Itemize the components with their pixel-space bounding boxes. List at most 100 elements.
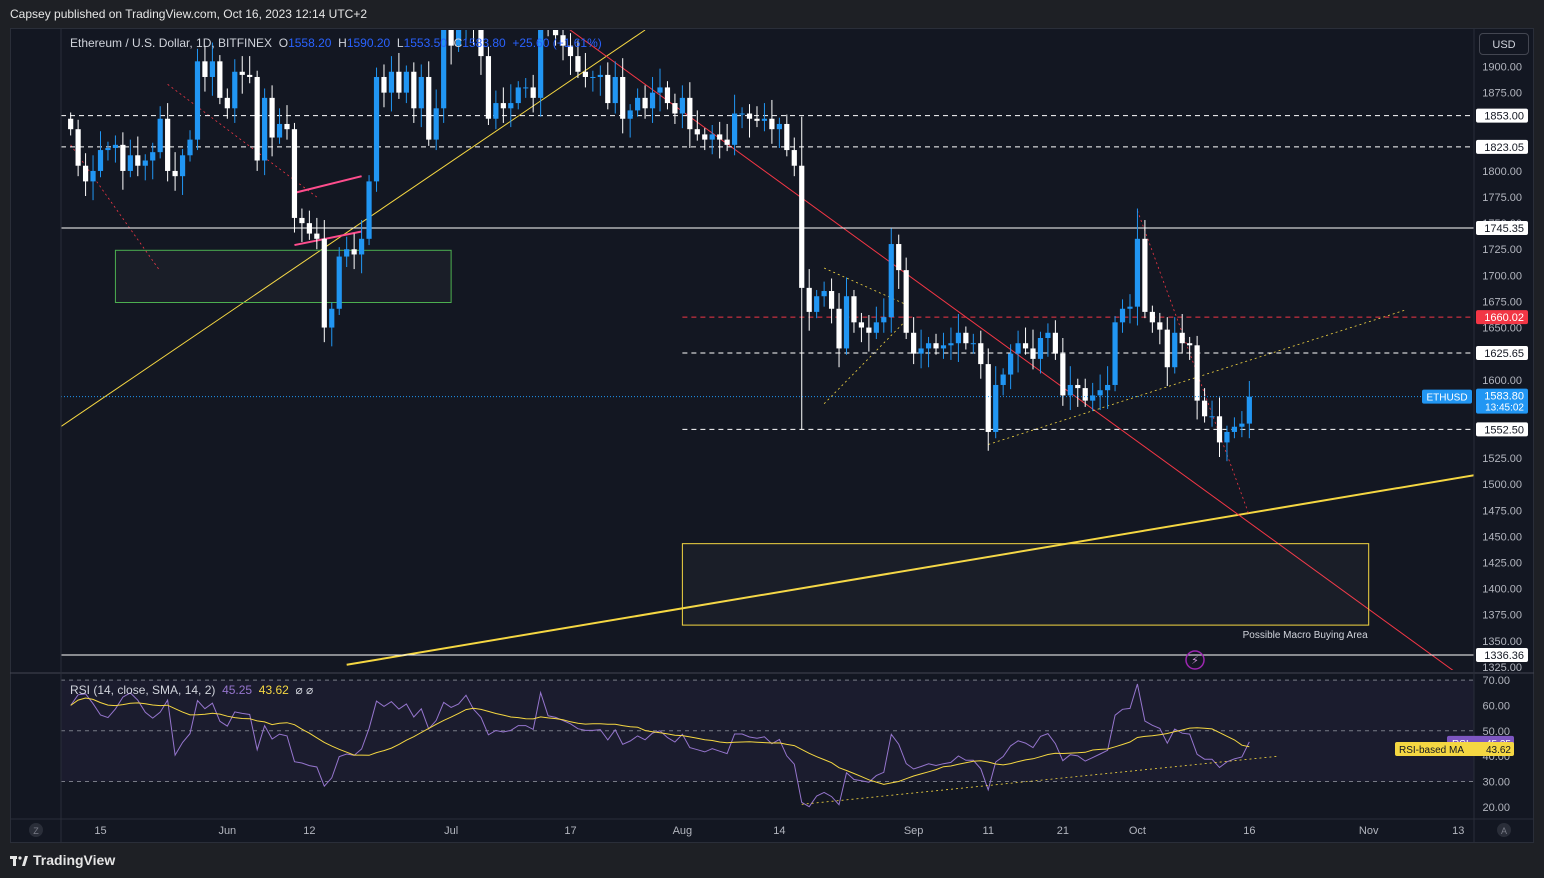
flash-event-glyph: ⚡ — [1191, 654, 1199, 667]
candle-body — [1060, 353, 1066, 396]
candle — [903, 257, 909, 340]
candle-body — [381, 76, 387, 93]
candle — [157, 106, 163, 159]
macro-buying-label: Possible Macro Buying Area — [1243, 630, 1369, 641]
candle-body — [546, 0, 551, 30]
candle — [963, 326, 969, 350]
candle-body — [1030, 348, 1036, 359]
candle — [843, 277, 850, 355]
candle-body — [1179, 332, 1185, 344]
candle — [1134, 208, 1141, 326]
candle-body — [1134, 238, 1141, 307]
candle-body — [679, 97, 685, 114]
candle — [649, 76, 656, 123]
candle — [135, 136, 141, 177]
symbol-title: Ethereum / U.S. Dollar, 1D, BITFINEX — [70, 36, 273, 50]
candle — [1090, 382, 1096, 412]
candle-body — [433, 108, 439, 140]
candle-body — [269, 97, 275, 138]
candle — [336, 247, 342, 316]
candle — [799, 116, 805, 430]
visibility-icon[interactable]: ⌀ ⌀ — [295, 683, 314, 697]
candle — [1239, 411, 1245, 438]
candle-body — [165, 118, 171, 171]
candle-body — [194, 61, 201, 140]
candle — [567, 33, 574, 75]
candle — [478, 30, 484, 75]
ohlc-high: 1590.20 — [346, 36, 391, 50]
candle — [873, 306, 879, 340]
candle-body — [657, 87, 663, 93]
candle-body — [724, 139, 730, 145]
candle — [1149, 305, 1155, 333]
ohlc-high-label: H — [338, 36, 347, 50]
candle-body — [396, 71, 402, 93]
candle — [1187, 336, 1193, 360]
candle — [724, 123, 730, 152]
candle-body — [105, 147, 111, 151]
candle-body — [560, 35, 566, 46]
candle — [194, 48, 201, 151]
rsi-ma-line — [70, 697, 1250, 785]
candle — [247, 56, 253, 84]
price-tick-label: 1875.00 — [1482, 88, 1522, 100]
ohlc-low: 1553.50 — [403, 36, 447, 50]
candle — [620, 58, 626, 134]
candle-body — [896, 244, 902, 271]
level-price-tag-label: 1823.05 — [1484, 142, 1524, 154]
price-tick-label: 1900.00 — [1482, 62, 1522, 74]
candle — [888, 228, 894, 333]
candle — [1246, 381, 1252, 439]
candle — [232, 59, 238, 123]
candle-body — [888, 244, 894, 318]
candle — [224, 88, 230, 119]
candle — [1201, 388, 1208, 423]
rsi-tick-label: 20.00 — [1482, 802, 1510, 814]
candle-body — [590, 76, 596, 78]
rsi-tick-label: 70.00 — [1482, 675, 1510, 687]
candle-body — [955, 332, 961, 344]
candle — [866, 315, 872, 352]
candle — [179, 149, 186, 195]
candle-body — [575, 56, 581, 72]
candle-body — [471, 0, 476, 30]
candle-body — [970, 343, 976, 345]
candle-body — [866, 327, 872, 333]
candle — [664, 81, 671, 110]
candle — [836, 293, 842, 368]
auto-scale-icon-glyph: A — [1501, 826, 1507, 836]
candle-body — [1224, 431, 1230, 443]
candle — [881, 298, 887, 333]
candle — [239, 56, 245, 94]
candle — [329, 302, 335, 347]
candle — [672, 93, 678, 124]
candle-body — [694, 129, 700, 135]
chart-frame[interactable] — [10, 28, 1534, 843]
candle — [291, 122, 298, 233]
candle-body — [799, 165, 805, 288]
yellow-dotted-wedge-top — [823, 267, 907, 305]
ohlc-open: 1558.20 — [288, 36, 332, 50]
candle-body — [426, 76, 432, 140]
level-price-tag — [1476, 139, 1528, 154]
currency-button[interactable]: USD — [1479, 33, 1529, 55]
candle-body — [299, 217, 305, 224]
symbol-legend: Ethereum / U.S. Dollar, 1D, BITFINEX O15… — [70, 36, 602, 50]
time-tick-label: Jul — [444, 825, 458, 837]
candle — [403, 65, 409, 104]
candle — [858, 312, 865, 343]
candle — [806, 269, 812, 331]
candle — [142, 154, 148, 181]
candle — [321, 220, 327, 343]
candle — [575, 40, 581, 79]
candle — [814, 289, 820, 319]
candle-body — [1105, 384, 1111, 391]
candle — [1224, 425, 1230, 462]
macro-buying-box — [681, 543, 1370, 626]
candle-body — [687, 97, 693, 130]
candle — [500, 87, 506, 123]
candle-body — [127, 155, 133, 171]
candle-body — [821, 291, 827, 297]
candle-body — [1090, 395, 1096, 401]
